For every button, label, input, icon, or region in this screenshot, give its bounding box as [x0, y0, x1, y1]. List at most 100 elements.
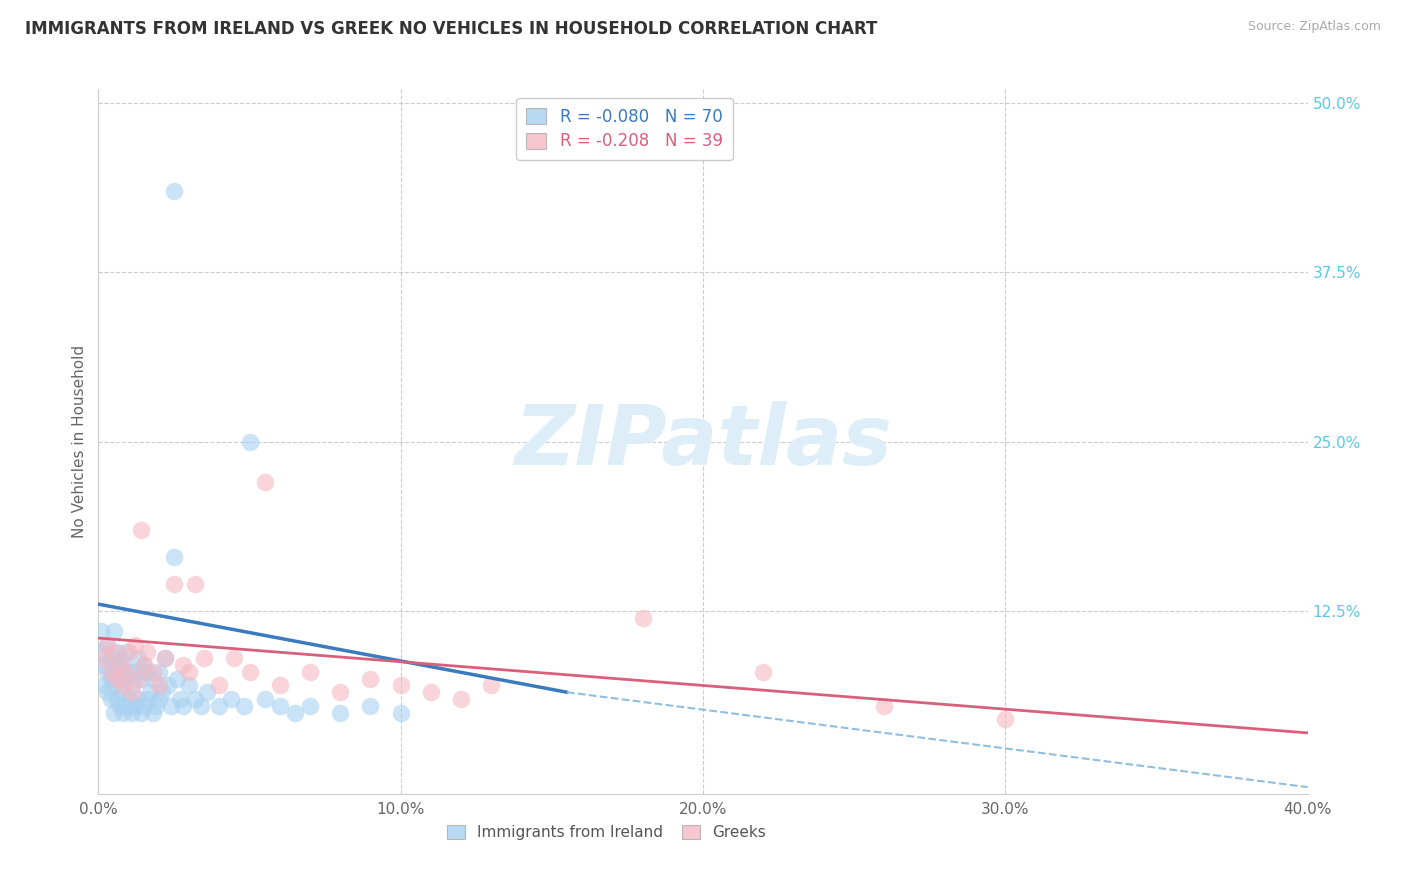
Point [156, 678, 179, 692]
Point [208, 698, 231, 713]
Point [100, 651, 122, 665]
Point [145, 698, 167, 713]
Point [284, 706, 307, 720]
Point [114, 644, 136, 658]
Point [121, 678, 143, 692]
Point [420, 685, 443, 699]
Point [103, 706, 125, 720]
Point [299, 698, 322, 713]
Text: Source: ZipAtlas.com: Source: ZipAtlas.com [1247, 20, 1381, 33]
Point [111, 706, 134, 720]
Point [253, 475, 276, 490]
Point [118, 644, 141, 658]
Text: ZIPatlas: ZIPatlas [515, 401, 891, 482]
Point [90, 644, 112, 658]
Point [329, 706, 352, 720]
Point [752, 665, 775, 679]
Point [163, 549, 186, 564]
Point [132, 658, 155, 673]
Point [179, 665, 201, 679]
Point [93, 651, 115, 665]
Point [163, 184, 186, 198]
Point [103, 624, 125, 639]
Point [873, 698, 896, 713]
Point [148, 692, 170, 706]
Point [148, 678, 170, 692]
Point [135, 644, 157, 658]
Point [100, 672, 122, 686]
Point [129, 672, 152, 686]
Point [269, 698, 291, 713]
Point [108, 651, 131, 665]
Point [100, 692, 122, 706]
Point [105, 672, 128, 686]
Point [153, 651, 176, 665]
Point [153, 651, 176, 665]
Point [631, 611, 654, 625]
Point [253, 692, 276, 706]
Point [129, 706, 152, 720]
Y-axis label: No Vehicles in Household: No Vehicles in Household [72, 345, 87, 538]
Point [108, 698, 131, 713]
Point [208, 678, 231, 692]
Point [169, 692, 191, 706]
Point [193, 651, 215, 665]
Point [108, 658, 131, 673]
Point [118, 665, 141, 679]
Point [105, 644, 128, 658]
Point [190, 698, 212, 713]
Point [121, 685, 143, 699]
Point [105, 665, 128, 679]
Point [114, 665, 136, 679]
Point [195, 685, 218, 699]
Point [111, 678, 134, 692]
Point [103, 644, 125, 658]
Point [148, 665, 170, 679]
Point [142, 665, 165, 679]
Point [139, 685, 162, 699]
Point [269, 678, 291, 692]
Point [129, 523, 152, 537]
Point [150, 685, 173, 699]
Point [184, 692, 207, 706]
Point [100, 665, 122, 679]
Point [114, 698, 136, 713]
Point [111, 685, 134, 699]
Point [224, 651, 246, 665]
Point [111, 658, 134, 673]
Point [389, 706, 412, 720]
Point [132, 658, 155, 673]
Point [163, 577, 186, 591]
Point [132, 698, 155, 713]
Point [142, 706, 165, 720]
Point [105, 692, 128, 706]
Point [124, 698, 146, 713]
Point [108, 672, 131, 686]
Point [135, 665, 157, 679]
Point [994, 712, 1017, 726]
Legend: Immigrants from Ireland, Greeks: Immigrants from Ireland, Greeks [440, 818, 772, 847]
Point [329, 685, 352, 699]
Point [90, 624, 112, 639]
Point [221, 692, 243, 706]
Point [96, 638, 118, 652]
Point [160, 698, 183, 713]
Point [96, 685, 118, 699]
Point [232, 698, 254, 713]
Point [360, 698, 382, 713]
Point [127, 692, 149, 706]
Point [172, 698, 194, 713]
Point [360, 672, 382, 686]
Text: IMMIGRANTS FROM IRELAND VS GREEK NO VEHICLES IN HOUSEHOLD CORRELATION CHART: IMMIGRANTS FROM IRELAND VS GREEK NO VEHI… [25, 20, 877, 37]
Point [179, 678, 201, 692]
Point [481, 678, 503, 692]
Point [239, 665, 262, 679]
Point [389, 678, 412, 692]
Point [450, 692, 472, 706]
Point [239, 434, 262, 449]
Point [142, 672, 165, 686]
Point [96, 665, 118, 679]
Point [127, 672, 149, 686]
Point [166, 672, 188, 686]
Point [121, 706, 143, 720]
